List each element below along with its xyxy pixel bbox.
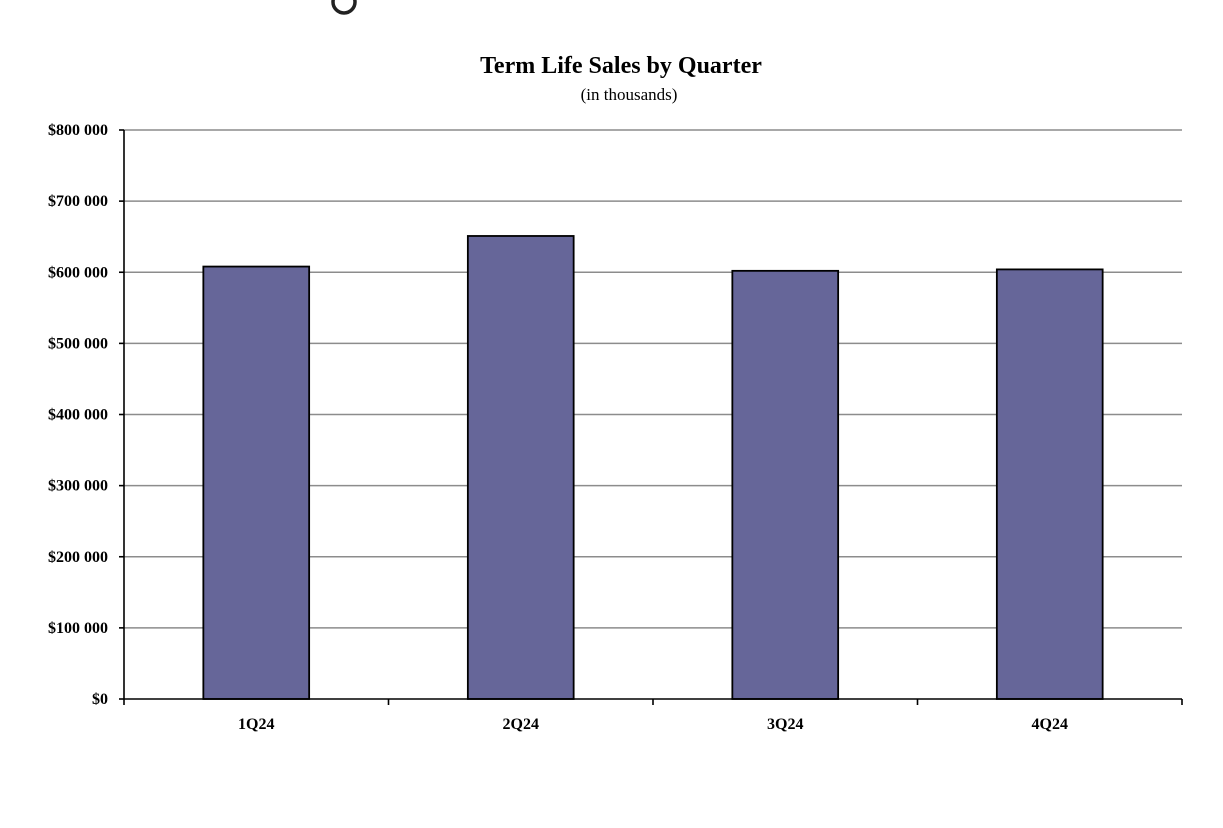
y-tick-label: $400 000 (48, 407, 108, 424)
x-tick-label: 3Q24 (767, 716, 803, 733)
bar-1q24 (202, 265, 311, 700)
y-tick-label: $300 000 (48, 478, 108, 495)
y-tick-label: $700 000 (48, 193, 108, 210)
axes (119, 129, 1183, 705)
x-tick-label: 1Q24 (238, 716, 274, 733)
y-tick-label: $100 000 (48, 620, 108, 637)
tick-labels: $0 $100 000 $200 000 $300 000 $400 000 $500 0… (48, 122, 1068, 733)
bar-3q24 (731, 269, 840, 700)
y-tick-label: $0 (92, 691, 108, 708)
y-tick-label: $600 000 (48, 264, 108, 281)
chart-title: Term Life Sales by Quarter (480, 53, 762, 79)
y-tick-label: $800 000 (48, 122, 108, 139)
y-tick-label: $200 000 (48, 549, 108, 566)
partial-circle-artifact (331, 0, 357, 15)
bar-4q24 (995, 268, 1104, 700)
chart-subtitle: (in thousands) (581, 85, 678, 104)
y-tick-label: $500 000 (48, 335, 108, 352)
x-tick-label: 2Q24 (503, 716, 539, 733)
bar-2q24 (466, 235, 575, 700)
x-tick-label: 4Q24 (1032, 716, 1068, 733)
bars (202, 235, 1104, 700)
